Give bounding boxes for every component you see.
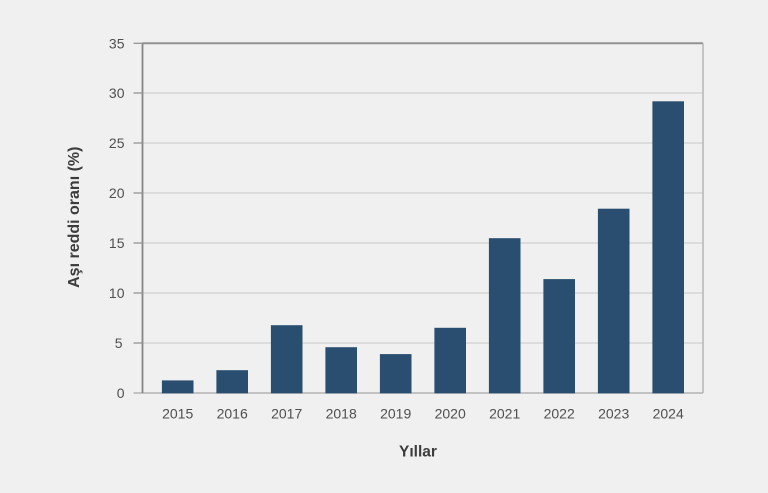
svg-text:2017: 2017 [271, 406, 302, 422]
svg-text:30: 30 [109, 85, 125, 101]
svg-text:35: 35 [109, 35, 125, 51]
svg-text:5: 5 [115, 335, 123, 351]
svg-text:2024: 2024 [653, 406, 684, 422]
svg-text:2022: 2022 [544, 406, 575, 422]
svg-text:2016: 2016 [217, 406, 248, 422]
svg-text:Aşı reddi oranı (%): Aşı reddi oranı (%) [66, 147, 83, 288]
svg-text:2020: 2020 [435, 406, 466, 422]
svg-text:10: 10 [109, 285, 125, 301]
svg-text:2019: 2019 [380, 406, 411, 422]
svg-text:2018: 2018 [326, 406, 357, 422]
svg-text:25: 25 [109, 135, 125, 151]
svg-text:Yıllar: Yıllar [399, 444, 437, 461]
svg-text:0: 0 [117, 385, 125, 401]
svg-text:2021: 2021 [489, 406, 520, 422]
svg-text:2015: 2015 [162, 406, 193, 422]
svg-text:20: 20 [109, 185, 125, 201]
svg-text:2023: 2023 [598, 406, 629, 422]
svg-text:15: 15 [109, 235, 125, 251]
